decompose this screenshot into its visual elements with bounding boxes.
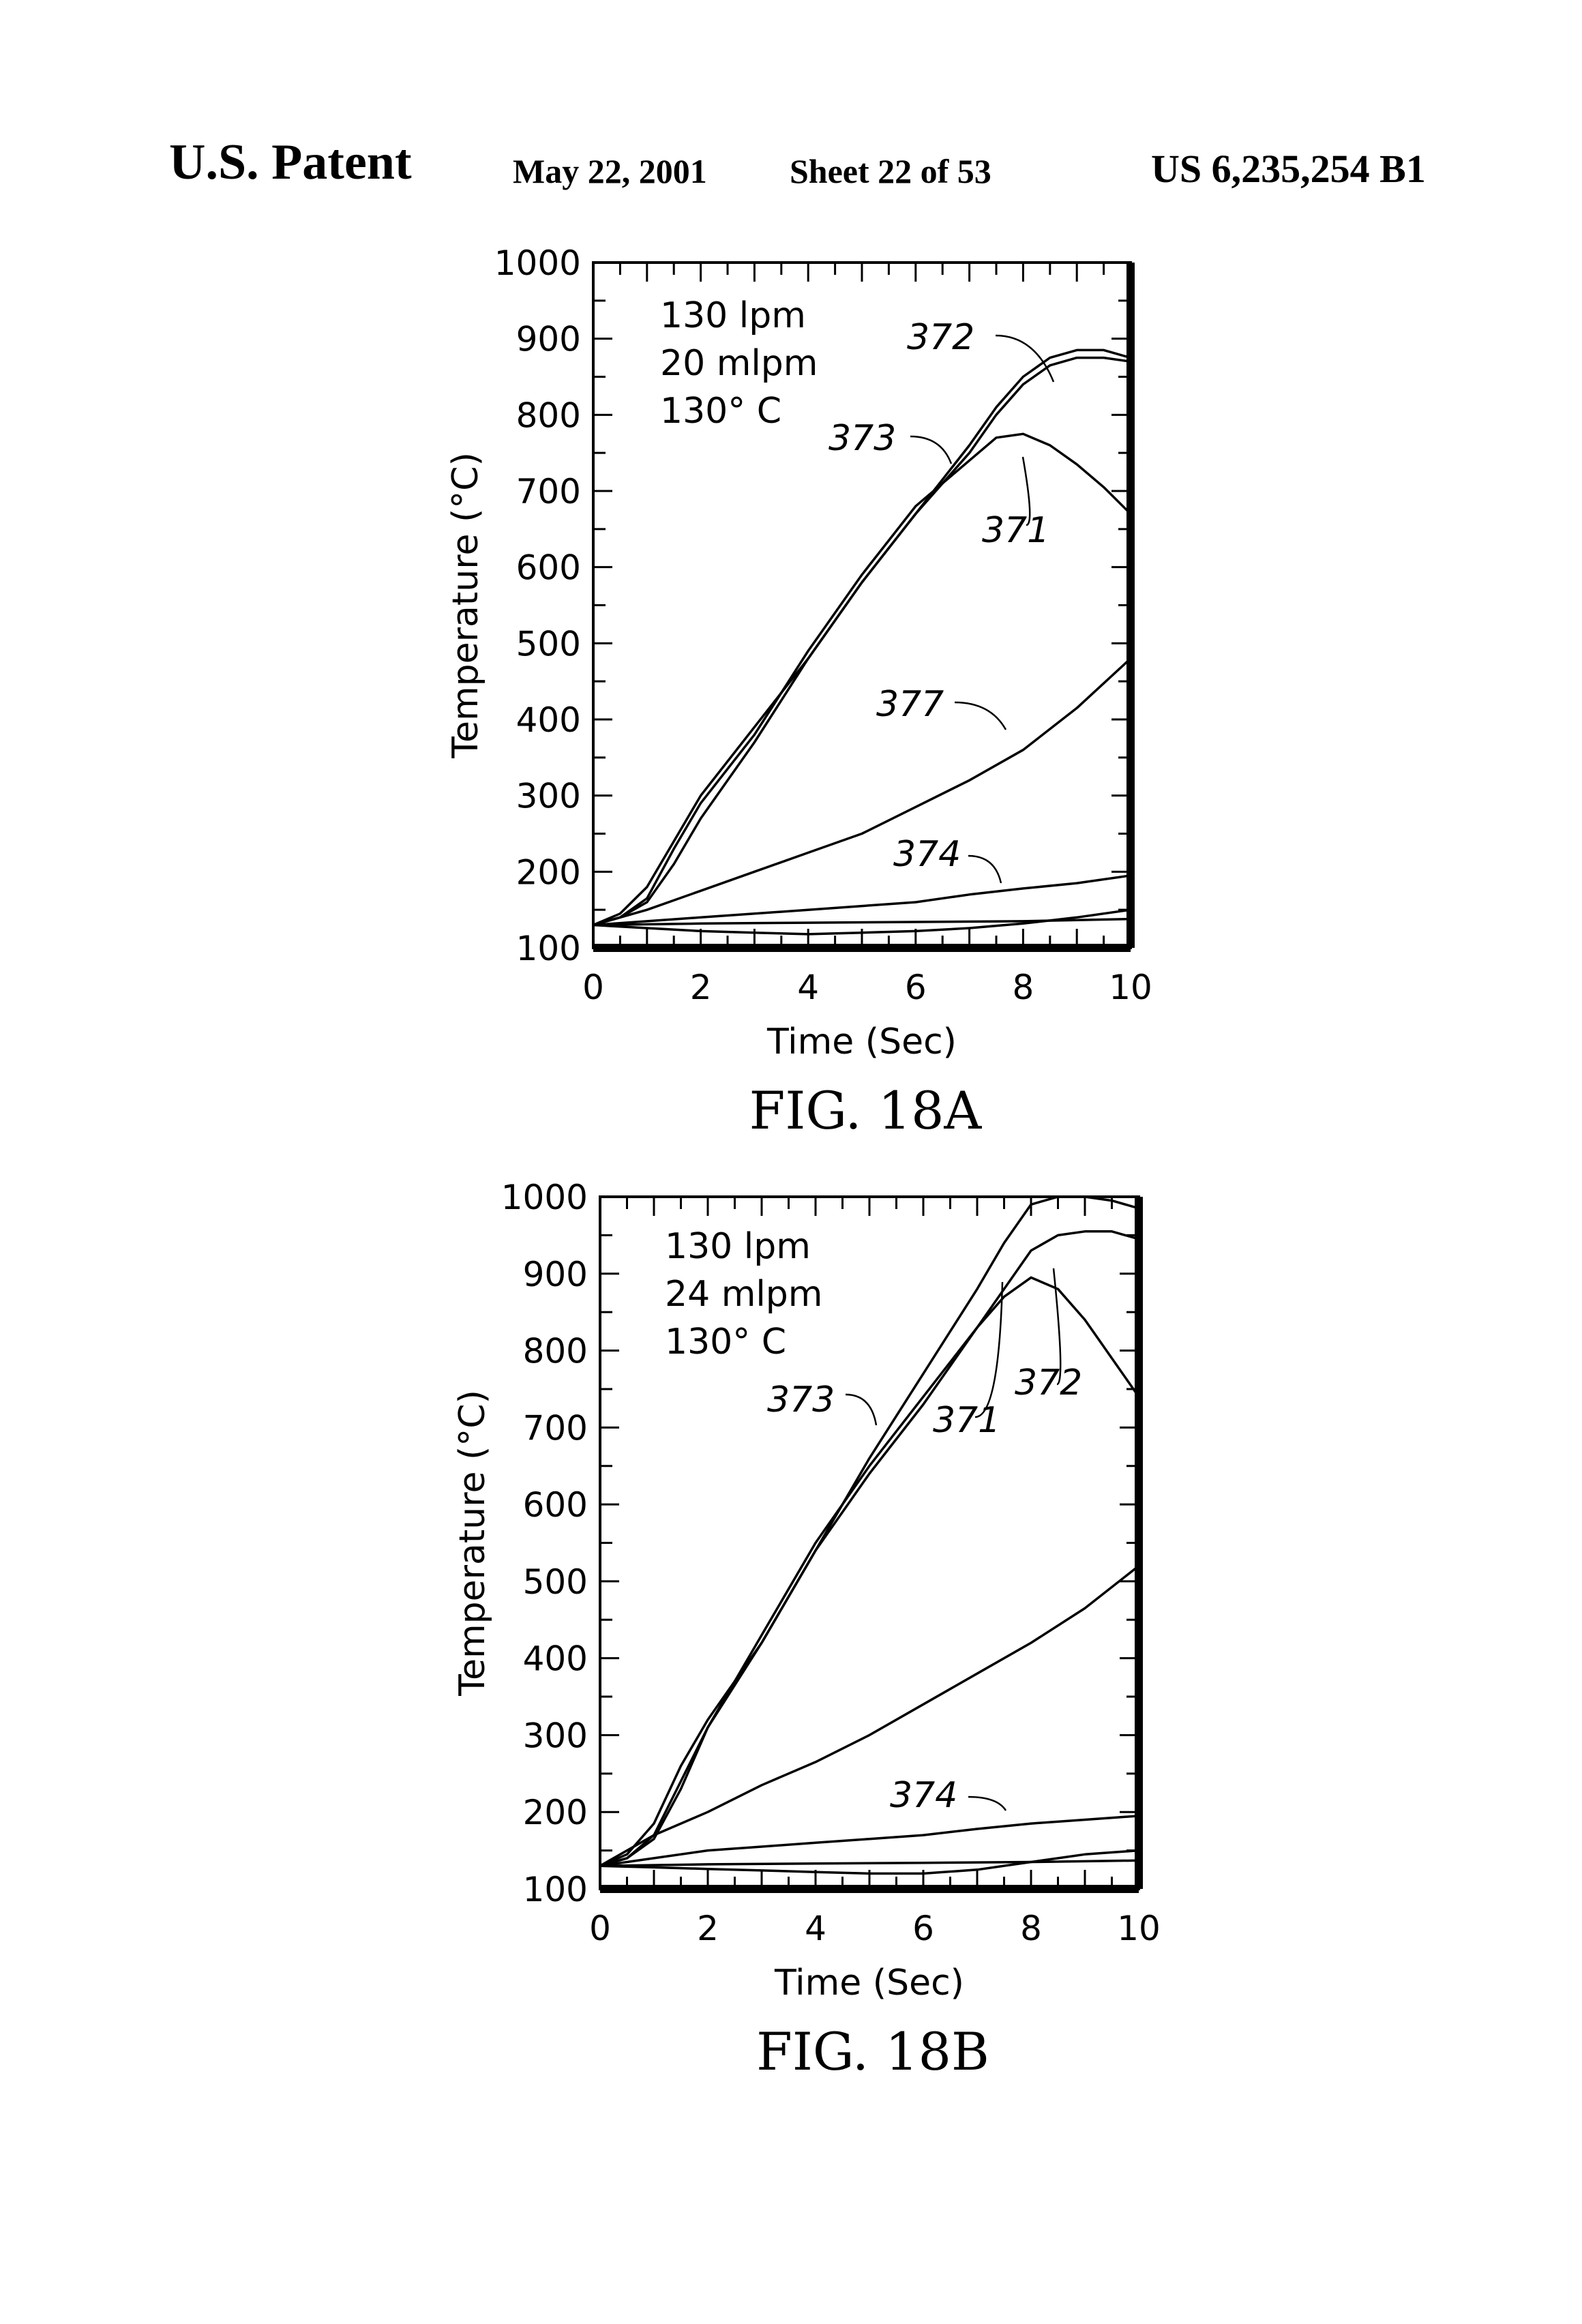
- x-tick-label: 0: [582, 968, 604, 1007]
- condition-annotation: 130° C: [660, 391, 781, 432]
- y-axis-label: Temperature (°C): [452, 1390, 493, 1697]
- x-tick-label: 10: [1109, 968, 1152, 1007]
- x-tick-label: 8: [1020, 1909, 1042, 1948]
- series-leader-line: [910, 436, 951, 464]
- y-tick-label: 200: [516, 852, 581, 892]
- series-leader-line: [968, 1797, 1006, 1811]
- y-tick-label: 200: [523, 1793, 588, 1832]
- series-leader-line: [846, 1395, 876, 1425]
- y-tick-label: 400: [516, 700, 581, 740]
- y-tick-label: 900: [516, 320, 581, 359]
- condition-annotation: 130° C: [665, 1322, 786, 1362]
- y-tick-label: 500: [516, 624, 581, 664]
- condition-annotation: 130 lpm: [665, 1226, 811, 1267]
- y-tick-label: 400: [523, 1639, 588, 1679]
- figure-caption: FIG. 18A: [749, 1080, 983, 1141]
- chart-18b: 100 200 300 400 500 600 700 800 900 1000 0 2 4 6 8 10 Ti…: [0, 1159, 1582, 2087]
- series-label: 374: [890, 1775, 957, 1816]
- sheet-number: Sheet 22 of 53: [790, 151, 991, 191]
- y-tick-label: 1000: [494, 243, 581, 283]
- x-tick-label: 4: [797, 968, 819, 1007]
- series-label: 373: [767, 1380, 835, 1420]
- condition-annotation: 20 mlpm: [660, 343, 818, 384]
- series-label: 372: [1015, 1362, 1082, 1403]
- patent-date: May 22, 2001: [513, 151, 707, 191]
- series-label: 371: [933, 1400, 1000, 1441]
- y-tick-label: 1000: [501, 1178, 588, 1217]
- series-label: 373: [829, 418, 896, 459]
- series-label: 372: [907, 317, 974, 358]
- x-tick-label: 0: [589, 1909, 611, 1948]
- x-tick-label: 8: [1012, 968, 1034, 1007]
- patent-number: US 6,235,254 B1: [1151, 146, 1426, 192]
- series-leader-line: [968, 856, 1001, 883]
- chart-18a: 100 200 300 400 500 600 700 800 900 1000 0 2 4 6 8 10 Ti…: [0, 232, 1582, 1139]
- y-tick-label: 700: [523, 1408, 588, 1448]
- y-tick-label: 300: [523, 1716, 588, 1755]
- y-axis-label: Temperature (°C): [445, 452, 486, 759]
- x-axis-label: Time (Sec): [774, 1963, 964, 2003]
- x-tick-label: 2: [697, 1909, 719, 1948]
- y-tick-label: 700: [516, 472, 581, 511]
- series-label: 377: [876, 684, 944, 725]
- series-line: [600, 1860, 1139, 1866]
- condition-annotation: 130 lpm: [660, 295, 806, 336]
- y-tick-label: 800: [523, 1332, 588, 1371]
- series-label: 371: [982, 510, 1049, 551]
- y-tick-label: 100: [523, 1870, 588, 1909]
- series-leader-line: [955, 702, 1006, 730]
- y-tick-label: 500: [523, 1562, 588, 1602]
- y-tick-label: 600: [516, 548, 581, 588]
- figure-18b: 100 200 300 400 500 600 700 800 900 1000 0 2 4 6 8 10 Ti…: [0, 1159, 1582, 2087]
- y-tick-label: 300: [516, 777, 581, 816]
- x-tick-label: 4: [805, 1909, 826, 1948]
- series-line: [593, 434, 1131, 925]
- x-tick-label: 10: [1117, 1909, 1161, 1948]
- y-tick-label: 100: [516, 929, 581, 968]
- x-tick-label: 6: [905, 968, 927, 1007]
- x-axis-label: Time (Sec): [766, 1022, 957, 1062]
- figure-18a: 100 200 300 400 500 600 700 800 900 1000 0 2 4 6 8 10 Ti…: [0, 232, 1582, 1139]
- x-tick-label: 6: [912, 1909, 934, 1948]
- series-label: 374: [893, 834, 961, 875]
- y-tick-label: 900: [523, 1255, 588, 1294]
- figure-caption: FIG. 18B: [756, 2021, 989, 2082]
- y-tick-label: 800: [516, 396, 581, 435]
- x-tick-label: 2: [690, 968, 712, 1007]
- condition-annotation: 24 mlpm: [665, 1274, 822, 1315]
- patent-header-label: U.S. Patent: [169, 134, 412, 192]
- y-tick-label: 600: [523, 1485, 588, 1525]
